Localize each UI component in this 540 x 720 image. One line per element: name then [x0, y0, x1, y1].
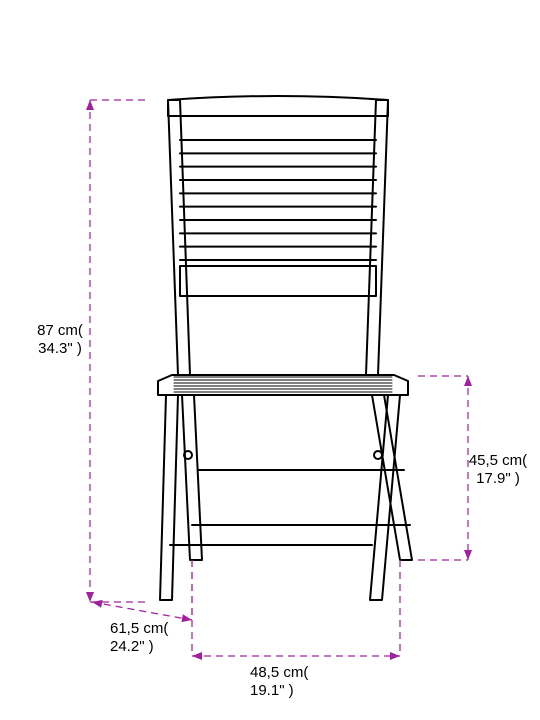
seat-height-cm: 45,5 cm( [469, 452, 527, 470]
seat-height-inch: 17.9" ) [469, 470, 527, 488]
depth-inch: 24.2" ) [110, 638, 168, 656]
dimension-label-width: 48,5 cm( 19.1" ) [250, 664, 308, 700]
width-inch: 19.1" ) [250, 682, 308, 700]
depth-cm: 61,5 cm( [110, 620, 168, 638]
dimension-label-height: 87 cm( 34.3" ) [37, 322, 83, 358]
width-cm: 48,5 cm( [250, 664, 308, 682]
diagram-stage: 87 cm( 34.3" ) 45,5 cm( 17.9" ) 61,5 cm(… [0, 0, 540, 720]
dimension-label-seat-height: 45,5 cm( 17.9" ) [469, 452, 527, 488]
dimension-lines [0, 0, 540, 720]
height-cm: 87 cm( [37, 322, 83, 340]
height-inch: 34.3" ) [37, 340, 83, 358]
dimension-label-depth: 61,5 cm( 24.2" ) [110, 620, 168, 656]
